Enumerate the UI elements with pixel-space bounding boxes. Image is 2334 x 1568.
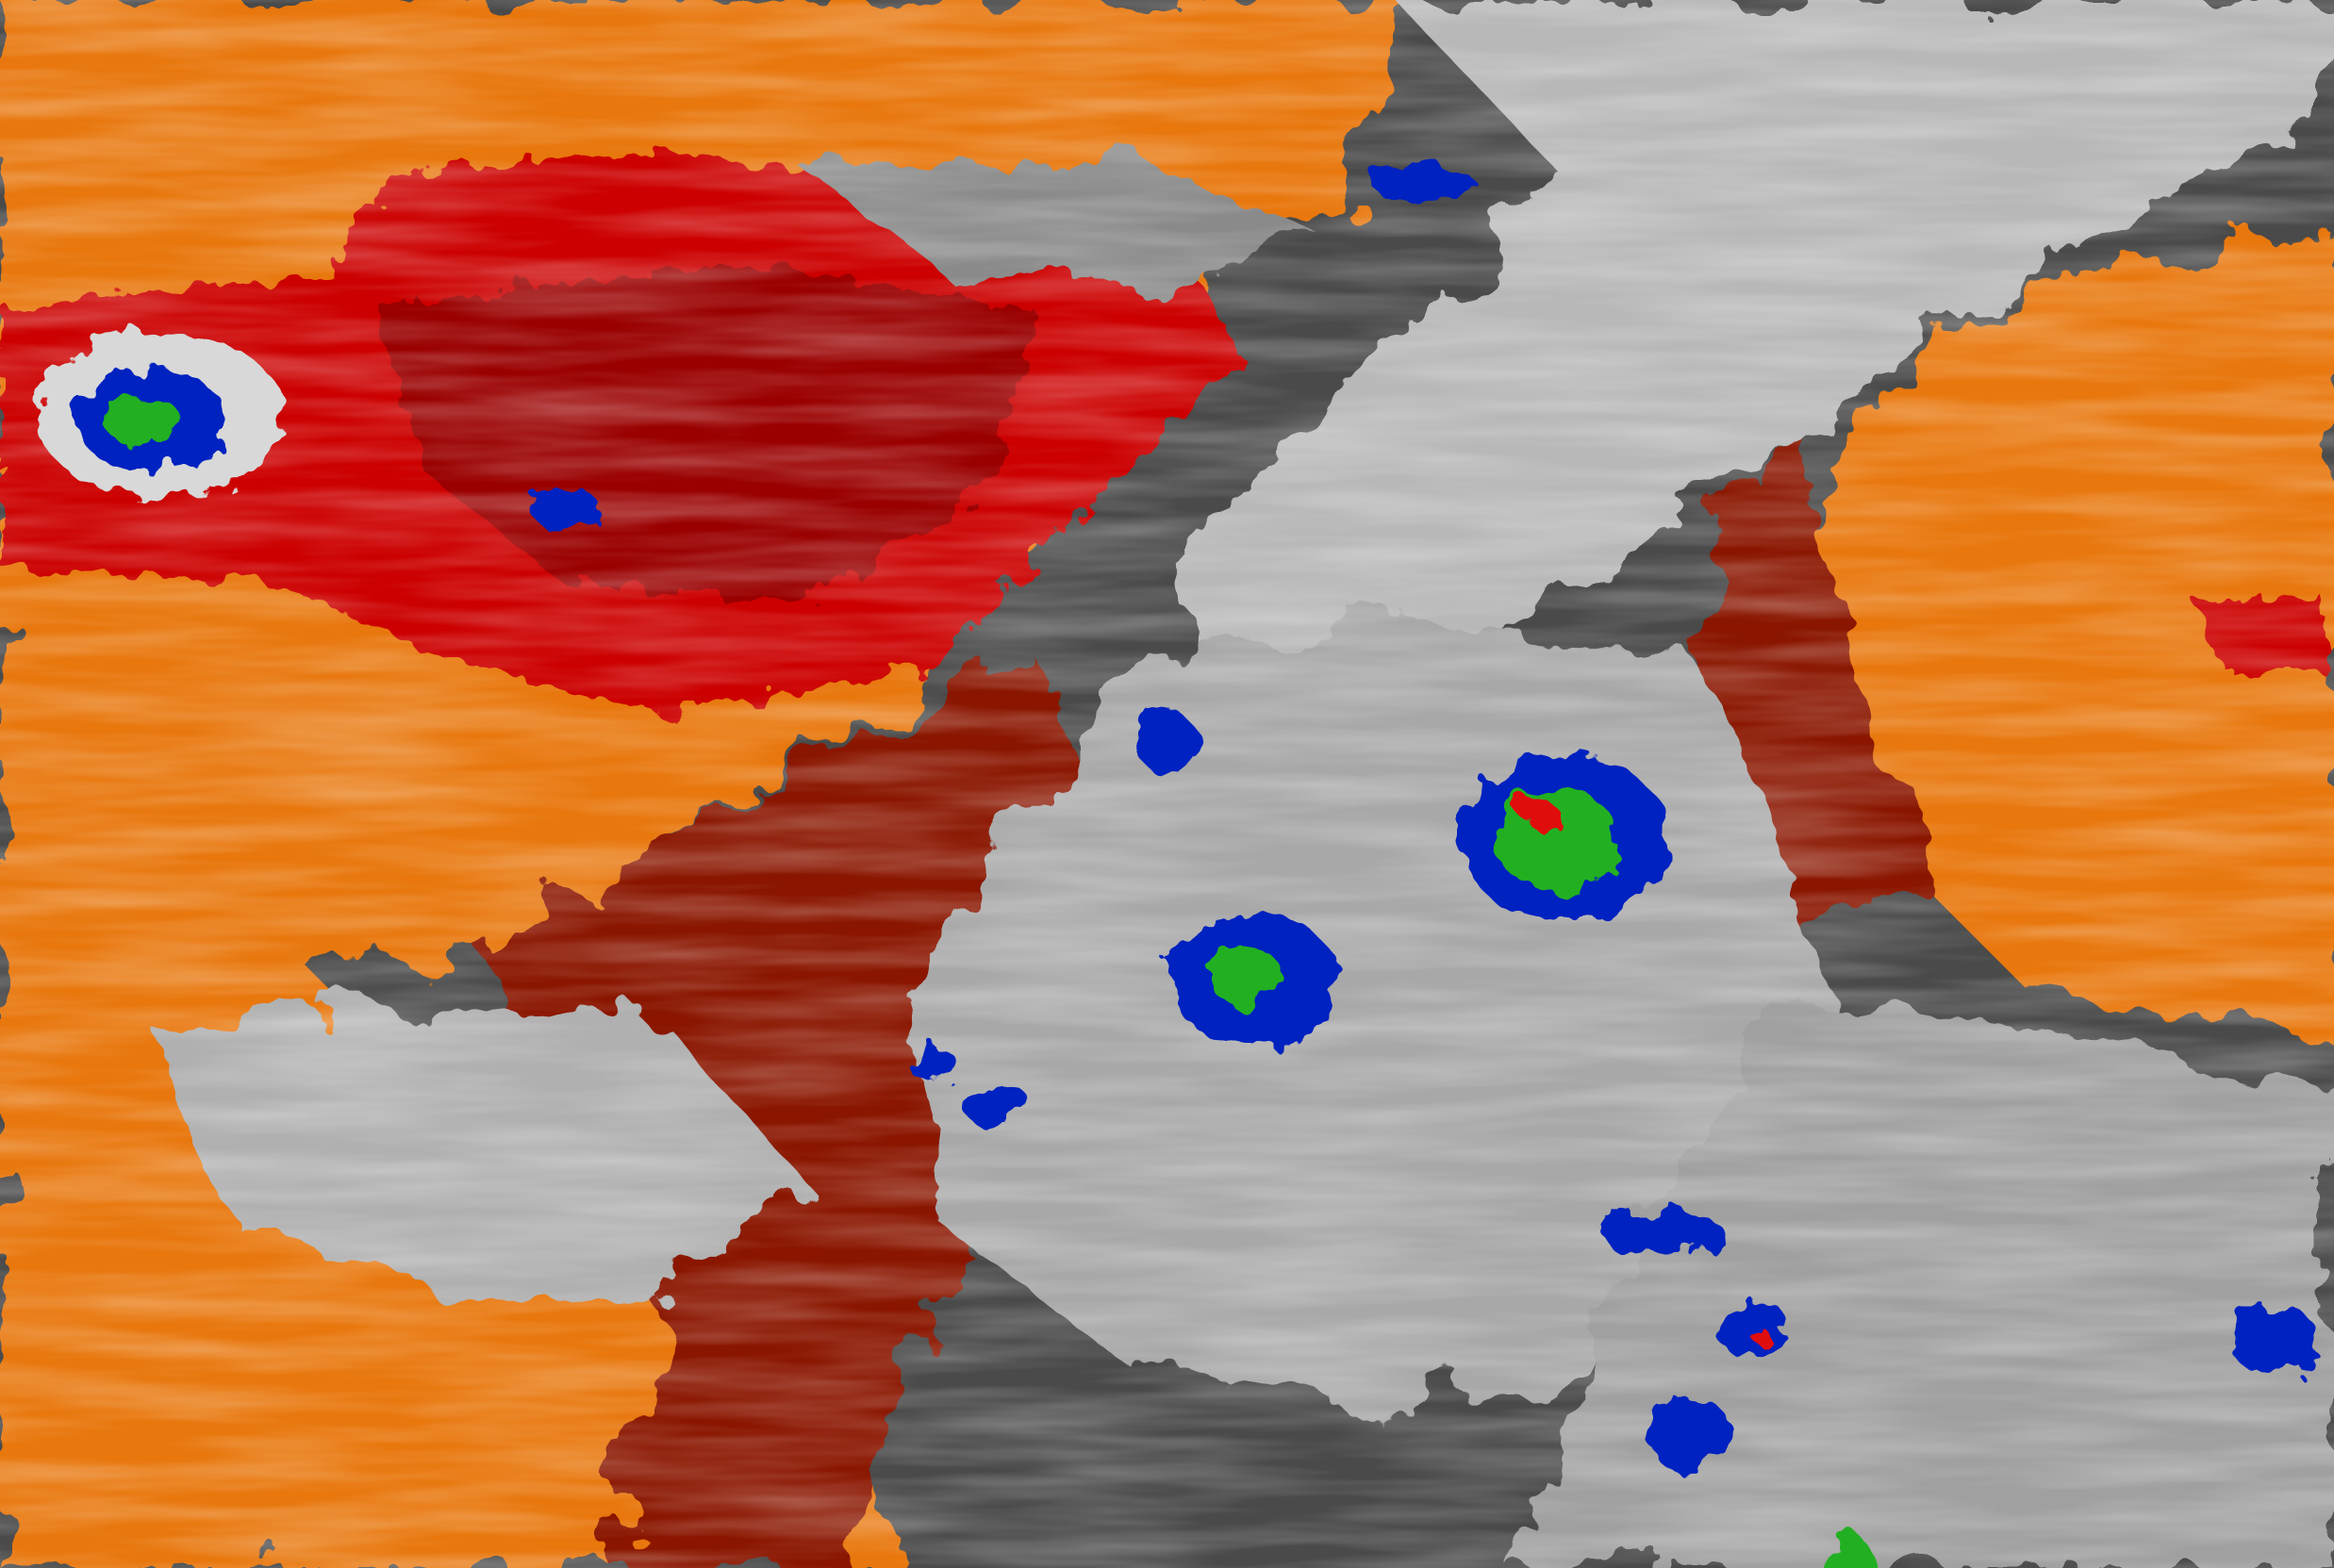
convective-cell-south [533,167,2315,1568]
convective-cell-center-east [1462,754,1669,924]
convective-cell-west [38,330,283,500]
convective-cells [38,167,2315,1568]
convective-cell-center [1169,915,1339,1047]
